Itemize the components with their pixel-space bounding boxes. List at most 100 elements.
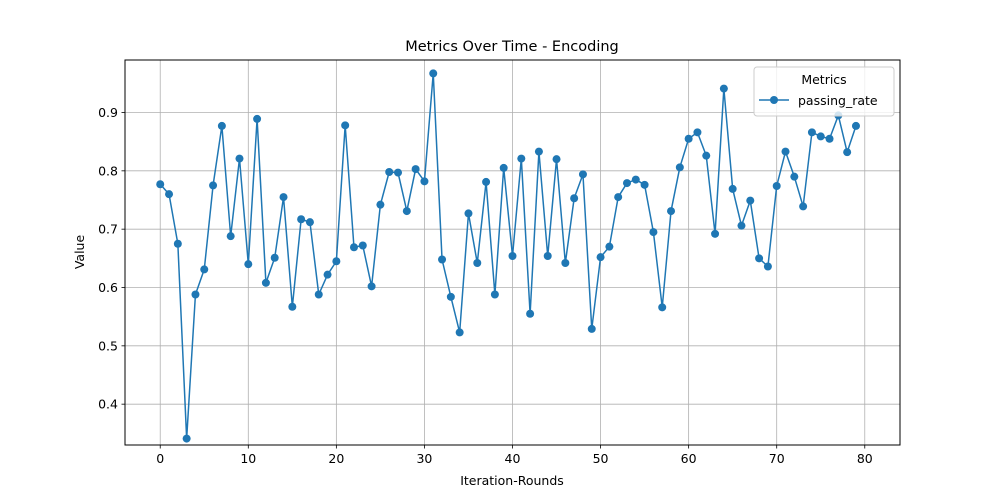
x-tick-label: 10 (240, 451, 256, 466)
data-point (719, 84, 728, 93)
data-point (261, 278, 270, 287)
data-point (473, 259, 482, 267)
data-point (217, 121, 226, 130)
data-point (385, 168, 394, 176)
x-tick-label: 20 (328, 451, 344, 466)
y-tick-label: 0.9 (98, 105, 118, 120)
data-point (658, 303, 667, 312)
data-point (165, 190, 174, 199)
data-point (596, 253, 605, 262)
legend-series-label: passing_rate (798, 93, 878, 108)
data-point (394, 168, 403, 177)
y-tick-label: 0.8 (98, 163, 118, 178)
data-point (499, 163, 508, 172)
data-point (156, 180, 165, 189)
x-axis-ticks: 0 10 20 30 40 50 60 70 80 (156, 445, 873, 466)
data-point (314, 290, 323, 299)
data-point (411, 165, 420, 174)
data-point (781, 147, 790, 156)
chart-title: Metrics Over Time - Encoding (405, 39, 619, 55)
x-tick-label: 0 (156, 451, 164, 466)
y-axis-label: Value (72, 235, 87, 270)
data-point (191, 290, 200, 299)
x-tick-label: 30 (416, 451, 432, 466)
x-axis-label: Iteration-Rounds (460, 473, 564, 488)
y-tick-label: 0.7 (98, 222, 118, 237)
data-point (349, 243, 358, 252)
data-point (543, 252, 552, 260)
grid-lines (125, 60, 900, 445)
legend-box (753, 66, 895, 117)
data-point (455, 328, 464, 337)
data-point (684, 134, 693, 143)
x-tick-label: 80 (857, 451, 873, 466)
data-point (667, 207, 676, 216)
data-point (173, 239, 182, 248)
data-point (288, 302, 297, 311)
data-point (358, 241, 367, 250)
legend-marker-swatch (770, 96, 778, 104)
y-tick-label: 0.4 (98, 397, 118, 412)
data-point (376, 200, 385, 209)
y-axis-ticks: 0.4 0.5 0.6 0.7 0.8 0.9 (98, 105, 125, 412)
data-point (631, 175, 640, 184)
data-point (675, 163, 684, 172)
data-point (235, 154, 244, 163)
data-point (341, 121, 350, 130)
data-point (561, 259, 570, 267)
x-tick-label: 70 (769, 451, 785, 466)
data-point (429, 69, 438, 78)
data-point (446, 292, 455, 301)
data-point (614, 193, 623, 202)
data-point (534, 147, 543, 156)
data-point (482, 177, 491, 186)
data-point (279, 193, 288, 202)
data-point (226, 232, 235, 241)
data-point (622, 179, 631, 188)
x-tick-label: 50 (593, 451, 609, 466)
y-tick-label: 0.5 (98, 338, 118, 353)
data-point (587, 324, 596, 333)
series-line-passing_rate (159, 72, 857, 440)
data-point (526, 309, 535, 318)
data-point (755, 254, 764, 263)
data-point (640, 180, 649, 189)
data-point (737, 221, 746, 230)
data-point (746, 196, 755, 205)
data-point (402, 207, 411, 216)
legend-title: Metrics (801, 72, 846, 87)
series-layer (156, 69, 860, 443)
data-point (807, 128, 816, 137)
data-point (772, 182, 781, 190)
data-point (816, 132, 825, 141)
data-point (763, 262, 772, 271)
data-point (490, 290, 499, 299)
data-point (332, 257, 341, 266)
data-point (297, 215, 306, 224)
data-point (270, 253, 279, 262)
y-tick-label: 0.6 (98, 280, 118, 295)
data-point (825, 134, 834, 143)
data-point (367, 282, 376, 291)
data-point (508, 252, 517, 260)
data-point (702, 151, 711, 160)
data-point (799, 202, 808, 211)
data-point (323, 270, 332, 279)
data-point (649, 228, 658, 237)
data-point (851, 121, 860, 130)
x-tick-label: 60 (681, 451, 697, 466)
data-point (790, 172, 799, 181)
data-point (728, 184, 737, 193)
legend: Metrics passing_rate (753, 66, 895, 117)
data-point (438, 255, 447, 264)
data-point (605, 242, 614, 251)
data-point (200, 265, 209, 274)
data-point (253, 114, 262, 123)
data-point (182, 434, 191, 443)
data-point (244, 260, 253, 269)
data-point (420, 177, 429, 186)
data-point (464, 209, 473, 218)
data-point (517, 154, 526, 163)
data-point (209, 181, 218, 190)
